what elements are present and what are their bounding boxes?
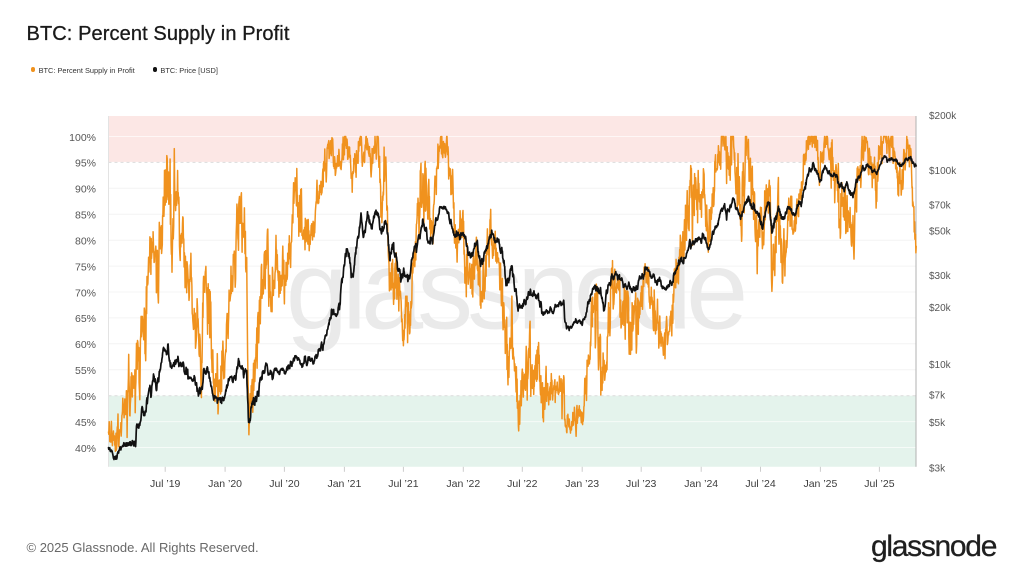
svg-text:$70k: $70k (929, 201, 952, 212)
svg-text:glassnode: glassnode (286, 228, 744, 353)
svg-text:65%: 65% (75, 313, 96, 325)
svg-text:Jan ’22: Jan ’22 (446, 478, 480, 490)
svg-text:Jul ’22: Jul ’22 (507, 478, 538, 490)
svg-text:50%: 50% (75, 391, 96, 403)
svg-text:Jan ’21: Jan ’21 (327, 478, 361, 490)
svg-text:90%: 90% (75, 184, 96, 196)
svg-text:Jul ’20: Jul ’20 (269, 478, 300, 490)
svg-text:60%: 60% (75, 339, 96, 351)
svg-text:95%: 95% (75, 158, 96, 170)
svg-text:Jan ’23: Jan ’23 (565, 478, 599, 490)
svg-text:$5k: $5k (929, 418, 946, 429)
svg-text:Jul ’23: Jul ’23 (626, 478, 657, 490)
svg-text:Jul ’25: Jul ’25 (864, 478, 895, 490)
svg-text:Jul ’21: Jul ’21 (388, 478, 419, 490)
svg-text:80%: 80% (75, 236, 96, 248)
svg-text:40%: 40% (75, 443, 96, 455)
svg-text:75%: 75% (75, 261, 96, 273)
svg-text:$3k: $3k (929, 464, 946, 475)
svg-text:Jul ’24: Jul ’24 (745, 478, 776, 490)
svg-text:Jan ’25: Jan ’25 (803, 478, 837, 490)
svg-text:Jan ’20: Jan ’20 (208, 478, 242, 490)
svg-text:$10k: $10k (929, 360, 952, 371)
svg-text:70%: 70% (75, 287, 96, 299)
svg-text:$200k: $200k (929, 111, 957, 122)
svg-text:55%: 55% (75, 365, 96, 377)
svg-text:$7k: $7k (929, 390, 946, 401)
svg-text:85%: 85% (75, 210, 96, 222)
svg-text:$50k: $50k (929, 227, 952, 238)
svg-text:$30k: $30k (929, 271, 952, 282)
svg-text:$20k: $20k (929, 303, 952, 314)
svg-text:45%: 45% (75, 417, 96, 429)
svg-text:Jul ’19: Jul ’19 (150, 478, 181, 490)
svg-text:100%: 100% (69, 132, 96, 144)
svg-text:$100k: $100k (929, 166, 957, 177)
svg-text:Jan ’24: Jan ’24 (684, 478, 718, 490)
